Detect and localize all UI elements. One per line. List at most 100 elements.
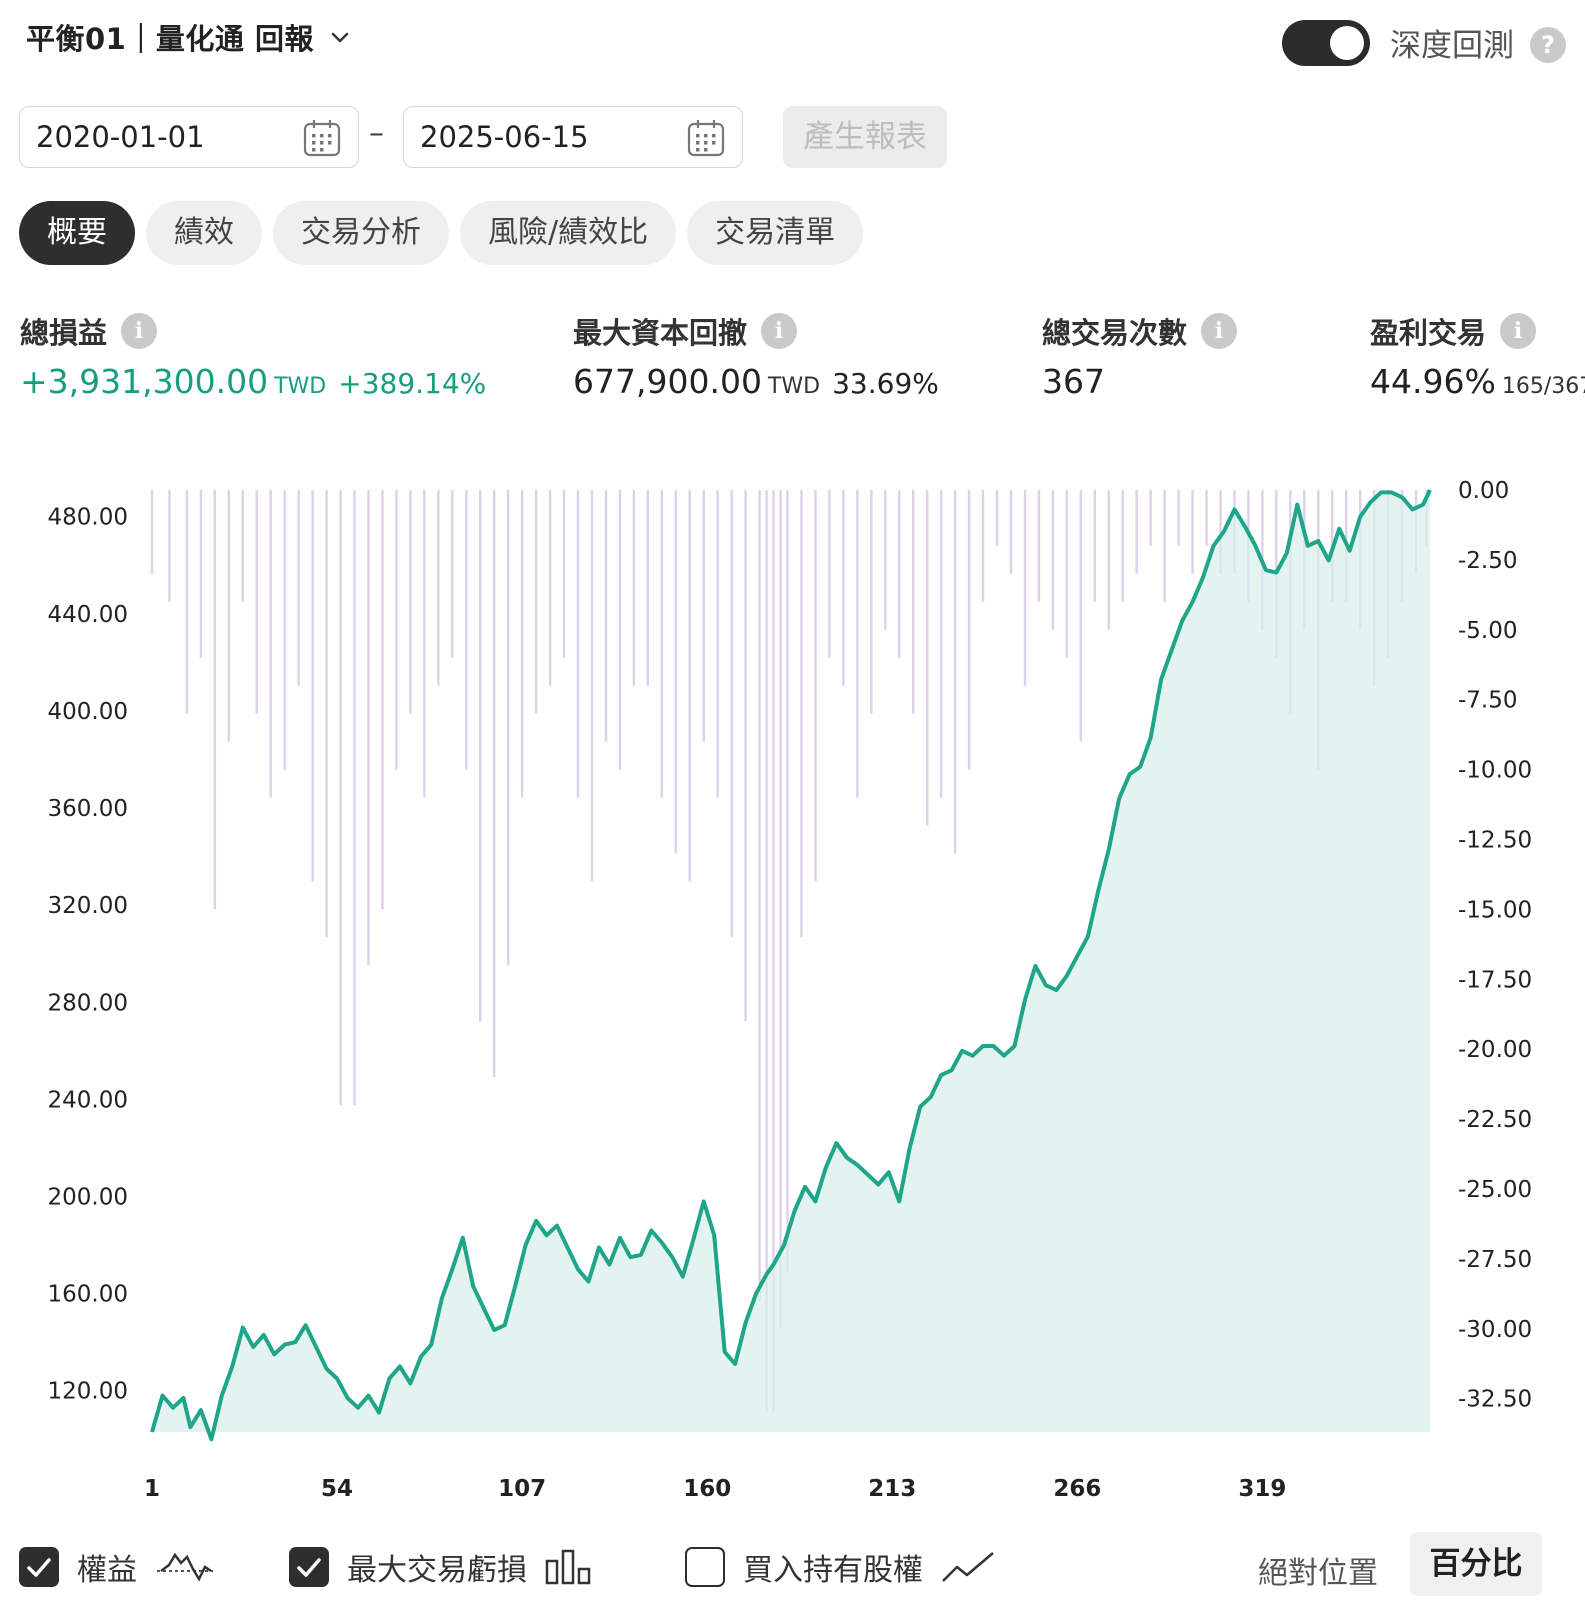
check-icon [297,1558,321,1577]
drawdown-bar [779,490,782,1329]
end-date-input[interactable]: 2025-06-15 [403,106,743,168]
drawdown-bar [269,490,272,798]
drawdown-bar [1037,490,1041,602]
report-title-dropdown[interactable]: 平衡01｜量化通 回報 [26,16,352,58]
drawdown-bar [772,490,775,1413]
help-icon[interactable]: ? [1530,27,1566,63]
drawdown-bar [1149,490,1152,546]
drawdown-bar [1107,490,1110,630]
drawdown-bar [925,490,929,826]
equity-line [150,489,1432,1442]
win-rate-detail: 165/367 [1501,374,1585,399]
drawdown-bar [939,490,943,798]
drawdown-bar [562,490,566,658]
absolute-mode-button[interactable]: 絕對位置 [1258,1556,1378,1591]
right-tick-label: -25.00 [1458,1177,1532,1203]
legend-equity[interactable]: 權益 [19,1545,215,1589]
info-icon[interactable]: i [761,313,798,349]
drawdown-bar [423,490,426,798]
report-tabs: 概要 績效 交易分析 風險/績效比 交易清單 [19,201,864,265]
x-tick-label: 54 [321,1476,353,1502]
legend-max-trade-loss[interactable]: 最大交易虧損 [289,1545,591,1589]
end-date-value: 2025-06-15 [420,120,589,154]
drawdown-bar [168,490,171,602]
checkbox-max-trade-loss[interactable] [289,1547,329,1587]
tab-performance[interactable]: 績效 [146,201,262,265]
left-axis: 480.00 440.00 400.00 360.00 320.00 280.00 240.… [48,505,128,1405]
equity-area [152,490,1430,1440]
equity-line-icon [157,1552,213,1582]
start-date-input[interactable]: 2020-01-01 [19,106,359,168]
info-icon[interactable]: i [121,313,158,349]
right-tick-label: -32.50 [1458,1387,1532,1413]
stat-max-drawdown: 最大資本回撤 i 677,900.00 TWD 33.69% [573,310,939,401]
tab-trade-list[interactable]: 交易清單 [687,201,864,265]
info-icon[interactable]: i [1500,313,1537,349]
win-rate-value: 44.96% [1370,362,1496,401]
right-tick-label: -5.00 [1458,618,1518,644]
deep-backtest-toggle[interactable] [1282,20,1370,66]
drawdown-bar [660,490,664,798]
drawdown-bar [1163,490,1166,602]
drawdown-bar [856,490,859,798]
right-tick-label: -20.00 [1458,1037,1532,1063]
legend-label: 權益 [77,1553,137,1588]
left-tick-label: 120.00 [48,1379,128,1405]
calendar-icon[interactable] [686,118,726,158]
info-icon[interactable]: i [1201,313,1238,349]
drawdown-bar [465,490,468,770]
percent-mode-button[interactable]: 百分比 [1410,1532,1542,1596]
generate-report-button[interactable]: 產生報表 [783,106,947,168]
calendar-icon[interactable] [302,118,342,158]
drawdown-bar [842,490,845,686]
drawdown-bar [765,490,768,1413]
drawdown-bar [492,490,496,1078]
drawdown-bar [744,490,747,1022]
drawdown-bar [898,490,901,658]
legend-label: 買入持有股權 [743,1553,923,1588]
legend-buy-hold[interactable]: 買入持有股權 [685,1545,997,1589]
drawdown-bar [702,490,705,742]
stat-label: 總損益 [20,316,108,350]
right-tick-label: -22.50 [1458,1107,1532,1133]
left-tick-label: 240.00 [48,1087,128,1113]
x-tick-label: 107 [498,1476,546,1502]
tab-overview[interactable]: 概要 [19,201,135,265]
right-tick-label: -27.50 [1458,1247,1532,1273]
drawdown-bar [828,490,831,658]
right-tick-label: -15.00 [1458,897,1532,923]
drawdown-bar [590,490,594,882]
stat-net-profit: 總損益 i +3,931,300.00 TWD +389.14% [20,310,486,401]
left-tick-label: 280.00 [48,990,128,1016]
left-tick-label: 360.00 [48,796,128,822]
right-axis: 0.00 -2.50 -5.00 -7.50 -10.00 -12.50 -15.00 -17… [1458,478,1532,1413]
trend-line-icon [942,1552,994,1582]
stat-label: 總交易次數 [1042,316,1188,350]
drawdown-bar [185,490,189,714]
stat-label: 最大資本回撤 [573,316,748,350]
drawdown-bar [255,490,258,714]
tab-trade-analysis[interactable]: 交易分析 [273,201,449,265]
drawdown-bar [674,490,677,854]
drawdown-bar [150,490,154,574]
right-tick-label: -30.00 [1458,1317,1532,1343]
drawdown-bar [1093,490,1096,602]
drawdown-bar [730,490,733,938]
drawdown-bar [618,490,622,770]
stat-win-rate: 盈利交易 i 44.96% 165/367 [1370,310,1585,401]
x-tick-label: 213 [868,1476,916,1502]
checkbox-equity[interactable] [19,1547,59,1587]
date-separator: – [369,116,384,151]
drawdown-bar [814,490,817,882]
drawdown-bar [1191,490,1194,574]
drawdown-bar [981,490,985,602]
equity-drawdown-chart[interactable]: 480.00 440.00 400.00 360.00 320.00 280.00 240.… [0,470,1585,1510]
stat-total-trades: 總交易次數 i 367 [1042,310,1238,401]
total-trades-value: 367 [1042,362,1105,401]
tab-risk-ratio[interactable]: 風險/績效比 [460,201,677,265]
drawdown-bar [548,490,552,686]
drawdown-bar [632,490,636,686]
legend-label: 最大交易虧損 [347,1553,527,1588]
drawdown-bar [409,490,412,714]
checkbox-buy-hold[interactable] [685,1547,725,1587]
